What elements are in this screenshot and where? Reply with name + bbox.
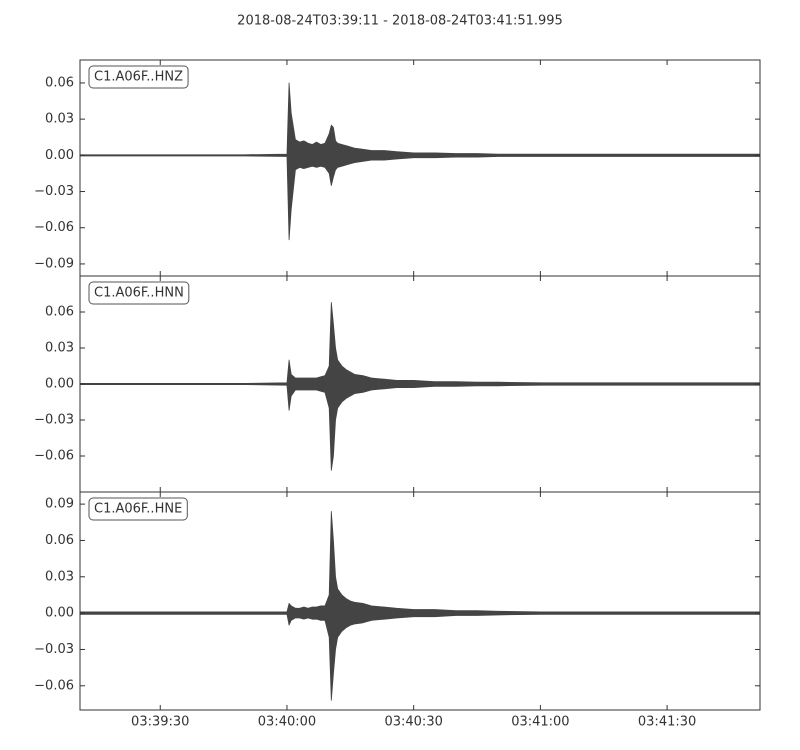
x-tick-label: 03:41:00 [511, 715, 569, 730]
y-tick-label: 0.06 [45, 305, 74, 320]
figure-title: 2018-08-24T03:39:11 - 2018-08-24T03:41:5… [237, 14, 563, 29]
y-tick-label: 0.06 [45, 75, 74, 90]
trace-label-box [88, 497, 188, 521]
trace-label: C1.A06F..HNZ [94, 70, 183, 85]
y-tick-label: −0.03 [34, 413, 74, 428]
y-tick-label: 0.00 [45, 606, 74, 621]
trace-label-box [88, 281, 190, 305]
trace-label: C1.A06F..HNE [94, 502, 182, 517]
waveform-envelope [79, 154, 761, 241]
y-tick-label: 0.03 [45, 569, 74, 584]
y-tick-label: 0.06 [45, 533, 74, 548]
y-tick-label: −0.06 [34, 678, 74, 693]
y-tick-label: −0.06 [34, 220, 74, 235]
panel-frame [79, 59, 761, 277]
waveform-envelope [79, 510, 761, 614]
y-tick-label: −0.06 [34, 449, 74, 464]
y-tick-label: −0.03 [34, 642, 74, 657]
waveform-envelope [79, 302, 761, 385]
waveform-envelope [79, 383, 761, 471]
y-tick-label: 0.00 [45, 377, 74, 392]
x-tick-label: 03:39:30 [131, 715, 189, 730]
waveform-envelope [79, 612, 761, 701]
y-tick-label: 0.09 [45, 497, 74, 512]
panel-frame [79, 491, 761, 711]
waveform-envelope [79, 82, 761, 156]
trace-label: C1.A06F..HNN [94, 286, 184, 301]
y-tick-label: 0.00 [45, 148, 74, 163]
y-tick-label: 0.03 [45, 112, 74, 127]
y-tick-label: 0.03 [45, 341, 74, 356]
x-tick-label: 03:41:30 [638, 715, 696, 730]
x-tick-label: 03:40:00 [258, 715, 316, 730]
y-tick-label: −0.03 [34, 184, 74, 199]
trace-label-box [88, 65, 189, 89]
y-tick-label: −0.09 [34, 256, 74, 271]
x-tick-label: 03:40:30 [384, 715, 442, 730]
